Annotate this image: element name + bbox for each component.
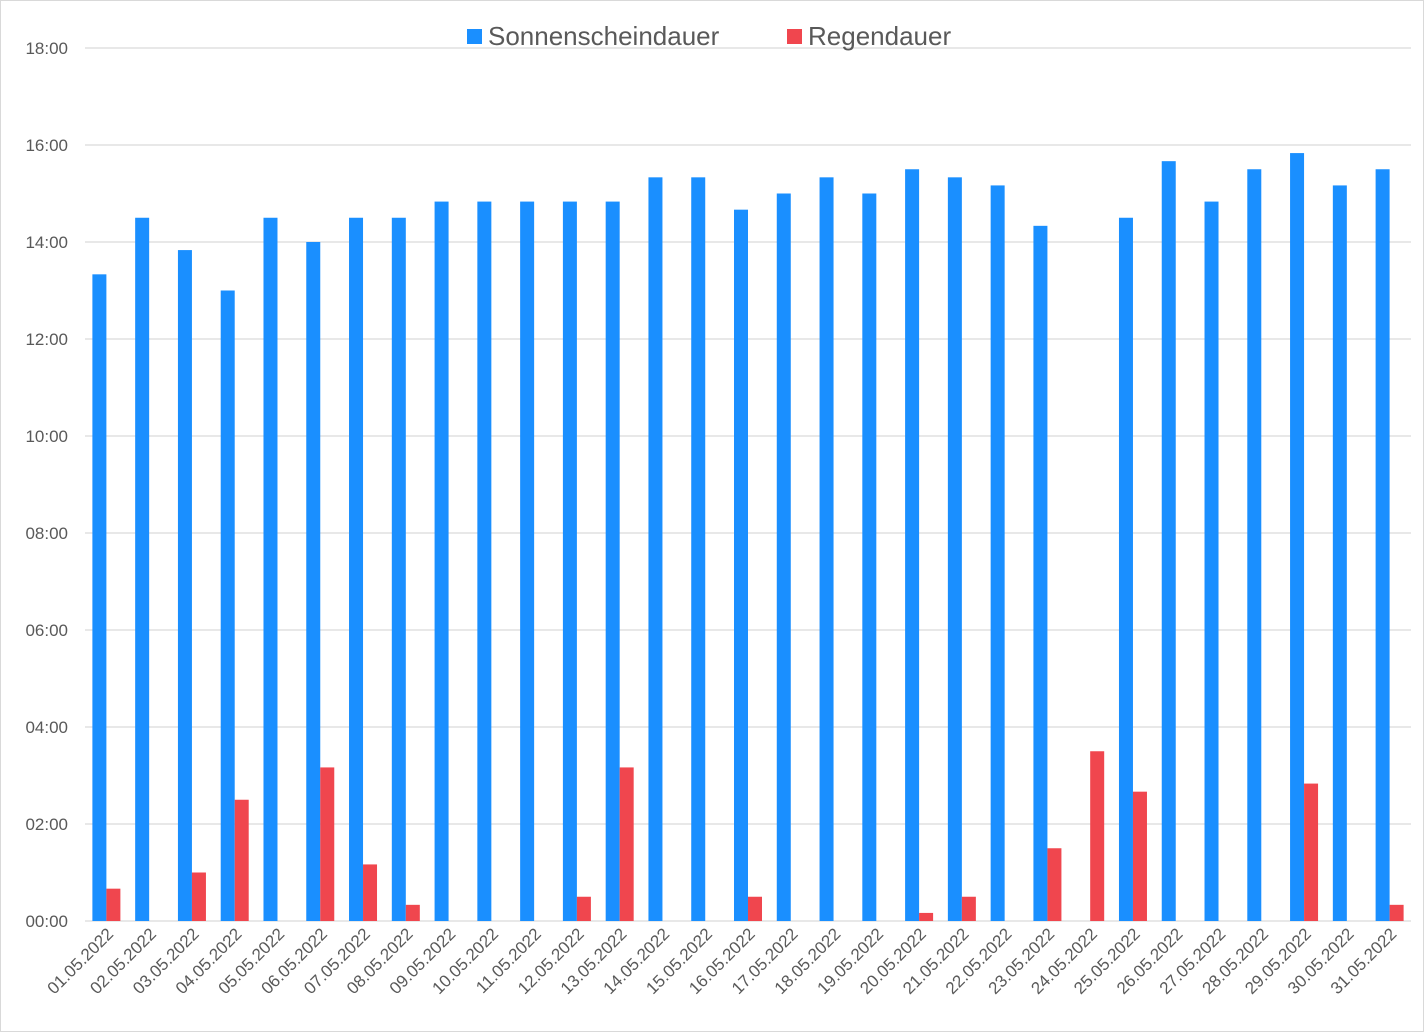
bar-regendauer-29.05.2022 bbox=[1304, 783, 1319, 921]
bar-sonnenscheindauer-03.05.2022 bbox=[177, 250, 192, 921]
legend: Sonnenscheindauer Regendauer bbox=[467, 21, 951, 51]
bar-sonnenscheindauer-23.05.2022 bbox=[1033, 225, 1048, 921]
bar-sonnenscheindauer-08.05.2022 bbox=[391, 217, 406, 921]
y-tick-label: 06:00 bbox=[25, 621, 68, 640]
bar-regendauer-07.05.2022 bbox=[363, 864, 378, 921]
bar-sonnenscheindauer-15.05.2022 bbox=[691, 177, 706, 921]
x-axis-tick-labels: 01.05.202202.05.202203.05.202204.05.2022… bbox=[44, 924, 1401, 998]
legend-swatch-regendauer bbox=[787, 29, 802, 44]
bar-regendauer-31.05.2022 bbox=[1389, 904, 1404, 921]
bar-regendauer-24.05.2022 bbox=[1090, 751, 1105, 921]
bar-sonnenscheindauer-10.05.2022 bbox=[477, 201, 492, 921]
bar-sonnenscheindauer-27.05.2022 bbox=[1204, 201, 1219, 921]
bar-sonnenscheindauer-16.05.2022 bbox=[734, 209, 748, 922]
y-tick-label: 10:00 bbox=[25, 427, 68, 446]
bar-sonnenscheindauer-17.05.2022 bbox=[776, 193, 791, 921]
bar-sonnenscheindauer-12.05.2022 bbox=[562, 201, 577, 921]
y-axis-tick-labels: 00:00 02:00 04:00 06:00 08:00 10:00 12:00 14:00… bbox=[25, 39, 68, 931]
bar-sonnenscheindauer-05.05.2022 bbox=[263, 217, 278, 921]
y-tick-label: 02:00 bbox=[25, 815, 68, 834]
bar-sonnenscheindauer-09.05.2022 bbox=[434, 201, 449, 921]
bar-sonnenscheindauer-01.05.2022 bbox=[92, 274, 107, 922]
bar-sonnenscheindauer-11.05.2022 bbox=[520, 201, 535, 921]
bar-sonnenscheindauer-04.05.2022 bbox=[220, 290, 235, 921]
bar-sonnenscheindauer-19.05.2022 bbox=[862, 193, 877, 921]
bar-sonnenscheindauer-02.05.2022 bbox=[135, 217, 150, 921]
y-tick-label: 04:00 bbox=[25, 718, 68, 737]
bar-regendauer-23.05.2022 bbox=[1047, 848, 1062, 921]
bar-sonnenscheindauer-14.05.2022 bbox=[648, 177, 663, 921]
y-tick-label: 16:00 bbox=[25, 136, 68, 155]
bar-regendauer-16.05.2022 bbox=[748, 896, 762, 921]
bar-sonnenscheindauer-21.05.2022 bbox=[947, 177, 962, 921]
bar-regendauer-08.05.2022 bbox=[405, 904, 420, 921]
bar-sonnenscheindauer-31.05.2022 bbox=[1375, 169, 1390, 921]
bar-regendauer-12.05.2022 bbox=[576, 896, 591, 921]
bar-regendauer-21.05.2022 bbox=[961, 896, 976, 921]
y-tick-label: 12:00 bbox=[25, 330, 68, 349]
y-tick-label: 18:00 bbox=[25, 39, 68, 58]
bar-sonnenscheindauer-18.05.2022 bbox=[819, 177, 834, 921]
bars bbox=[92, 153, 1404, 922]
bar-sonnenscheindauer-25.05.2022 bbox=[1118, 217, 1133, 921]
legend-label-sonnenscheindauer: Sonnenscheindauer bbox=[488, 21, 720, 51]
y-tick-label: 14:00 bbox=[25, 233, 68, 252]
bar-regendauer-20.05.2022 bbox=[919, 912, 934, 921]
legend-swatch-sonnenscheindauer bbox=[467, 29, 482, 44]
y-tick-label: 00:00 bbox=[25, 912, 68, 931]
bar-regendauer-04.05.2022 bbox=[234, 799, 249, 921]
bar-regendauer-06.05.2022 bbox=[320, 767, 335, 921]
bar-regendauer-13.05.2022 bbox=[619, 767, 634, 921]
bar-sonnenscheindauer-26.05.2022 bbox=[1161, 161, 1176, 922]
legend-label-regendauer: Regendauer bbox=[808, 21, 951, 51]
bar-sonnenscheindauer-06.05.2022 bbox=[306, 242, 321, 921]
bar-sonnenscheindauer-20.05.2022 bbox=[905, 169, 920, 921]
bar-regendauer-03.05.2022 bbox=[191, 872, 206, 921]
y-tick-label: 08:00 bbox=[25, 524, 68, 543]
bar-sonnenscheindauer-29.05.2022 bbox=[1290, 153, 1305, 921]
bar-sonnenscheindauer-13.05.2022 bbox=[605, 201, 620, 921]
bar-sonnenscheindauer-22.05.2022 bbox=[990, 185, 1005, 922]
bar-regendauer-01.05.2022 bbox=[106, 888, 121, 921]
bar-sonnenscheindauer-30.05.2022 bbox=[1332, 185, 1347, 922]
bar-regendauer-25.05.2022 bbox=[1132, 791, 1147, 921]
bar-sonnenscheindauer-07.05.2022 bbox=[349, 217, 364, 921]
bar-sonnenscheindauer-28.05.2022 bbox=[1247, 169, 1262, 921]
